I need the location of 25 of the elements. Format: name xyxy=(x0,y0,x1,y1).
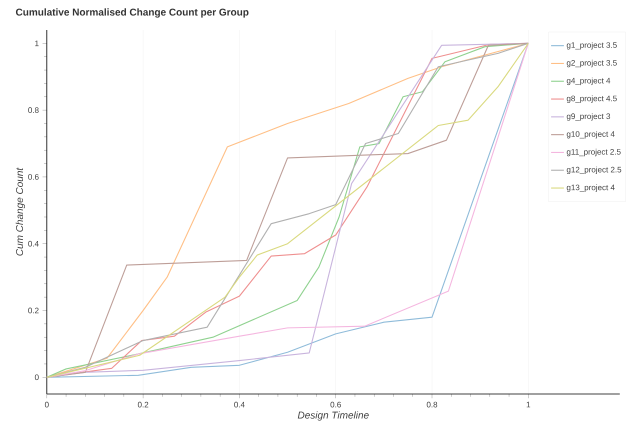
x-tick-label: 0.8 xyxy=(426,402,438,408)
y-axis-title: Cum Change Count xyxy=(16,167,26,256)
y-tick-label: 0.6 xyxy=(28,174,39,180)
x-tick-label: 0.6 xyxy=(330,402,341,408)
legend-label: g12_project 2.5 xyxy=(566,166,622,174)
x-tick-label: 1 xyxy=(526,402,530,408)
x-tick-label: 0 xyxy=(44,402,49,408)
legend-label: g8_project 4.5 xyxy=(566,95,617,103)
legend-label: g2_project 3.5 xyxy=(566,60,617,68)
legend-label: g10_project 4 xyxy=(566,130,615,138)
y-tick-label: 1 xyxy=(35,40,39,46)
x-tick-label: 0.4 xyxy=(234,402,245,408)
chart-title: Cumulative Normalised Change Count per Group xyxy=(16,8,248,18)
x-axis-title: Design Timeline xyxy=(298,411,369,421)
y-tick-label: 0.2 xyxy=(28,308,39,314)
y-tick-label: 0.8 xyxy=(28,107,39,113)
x-tick-label: 0.2 xyxy=(138,402,148,408)
legend-label: g9_project 3 xyxy=(566,113,610,121)
legend-label: g4_project 4 xyxy=(566,78,610,86)
legend-label: g13_project 4 xyxy=(566,184,615,192)
legend-label: g11_project 2.5 xyxy=(566,148,621,156)
line-series xyxy=(46,42,529,378)
legend-label: g1_project 3.5 xyxy=(566,42,617,50)
y-tick-label: 0 xyxy=(34,374,39,380)
y-tick-label: 0.4 xyxy=(28,240,39,247)
